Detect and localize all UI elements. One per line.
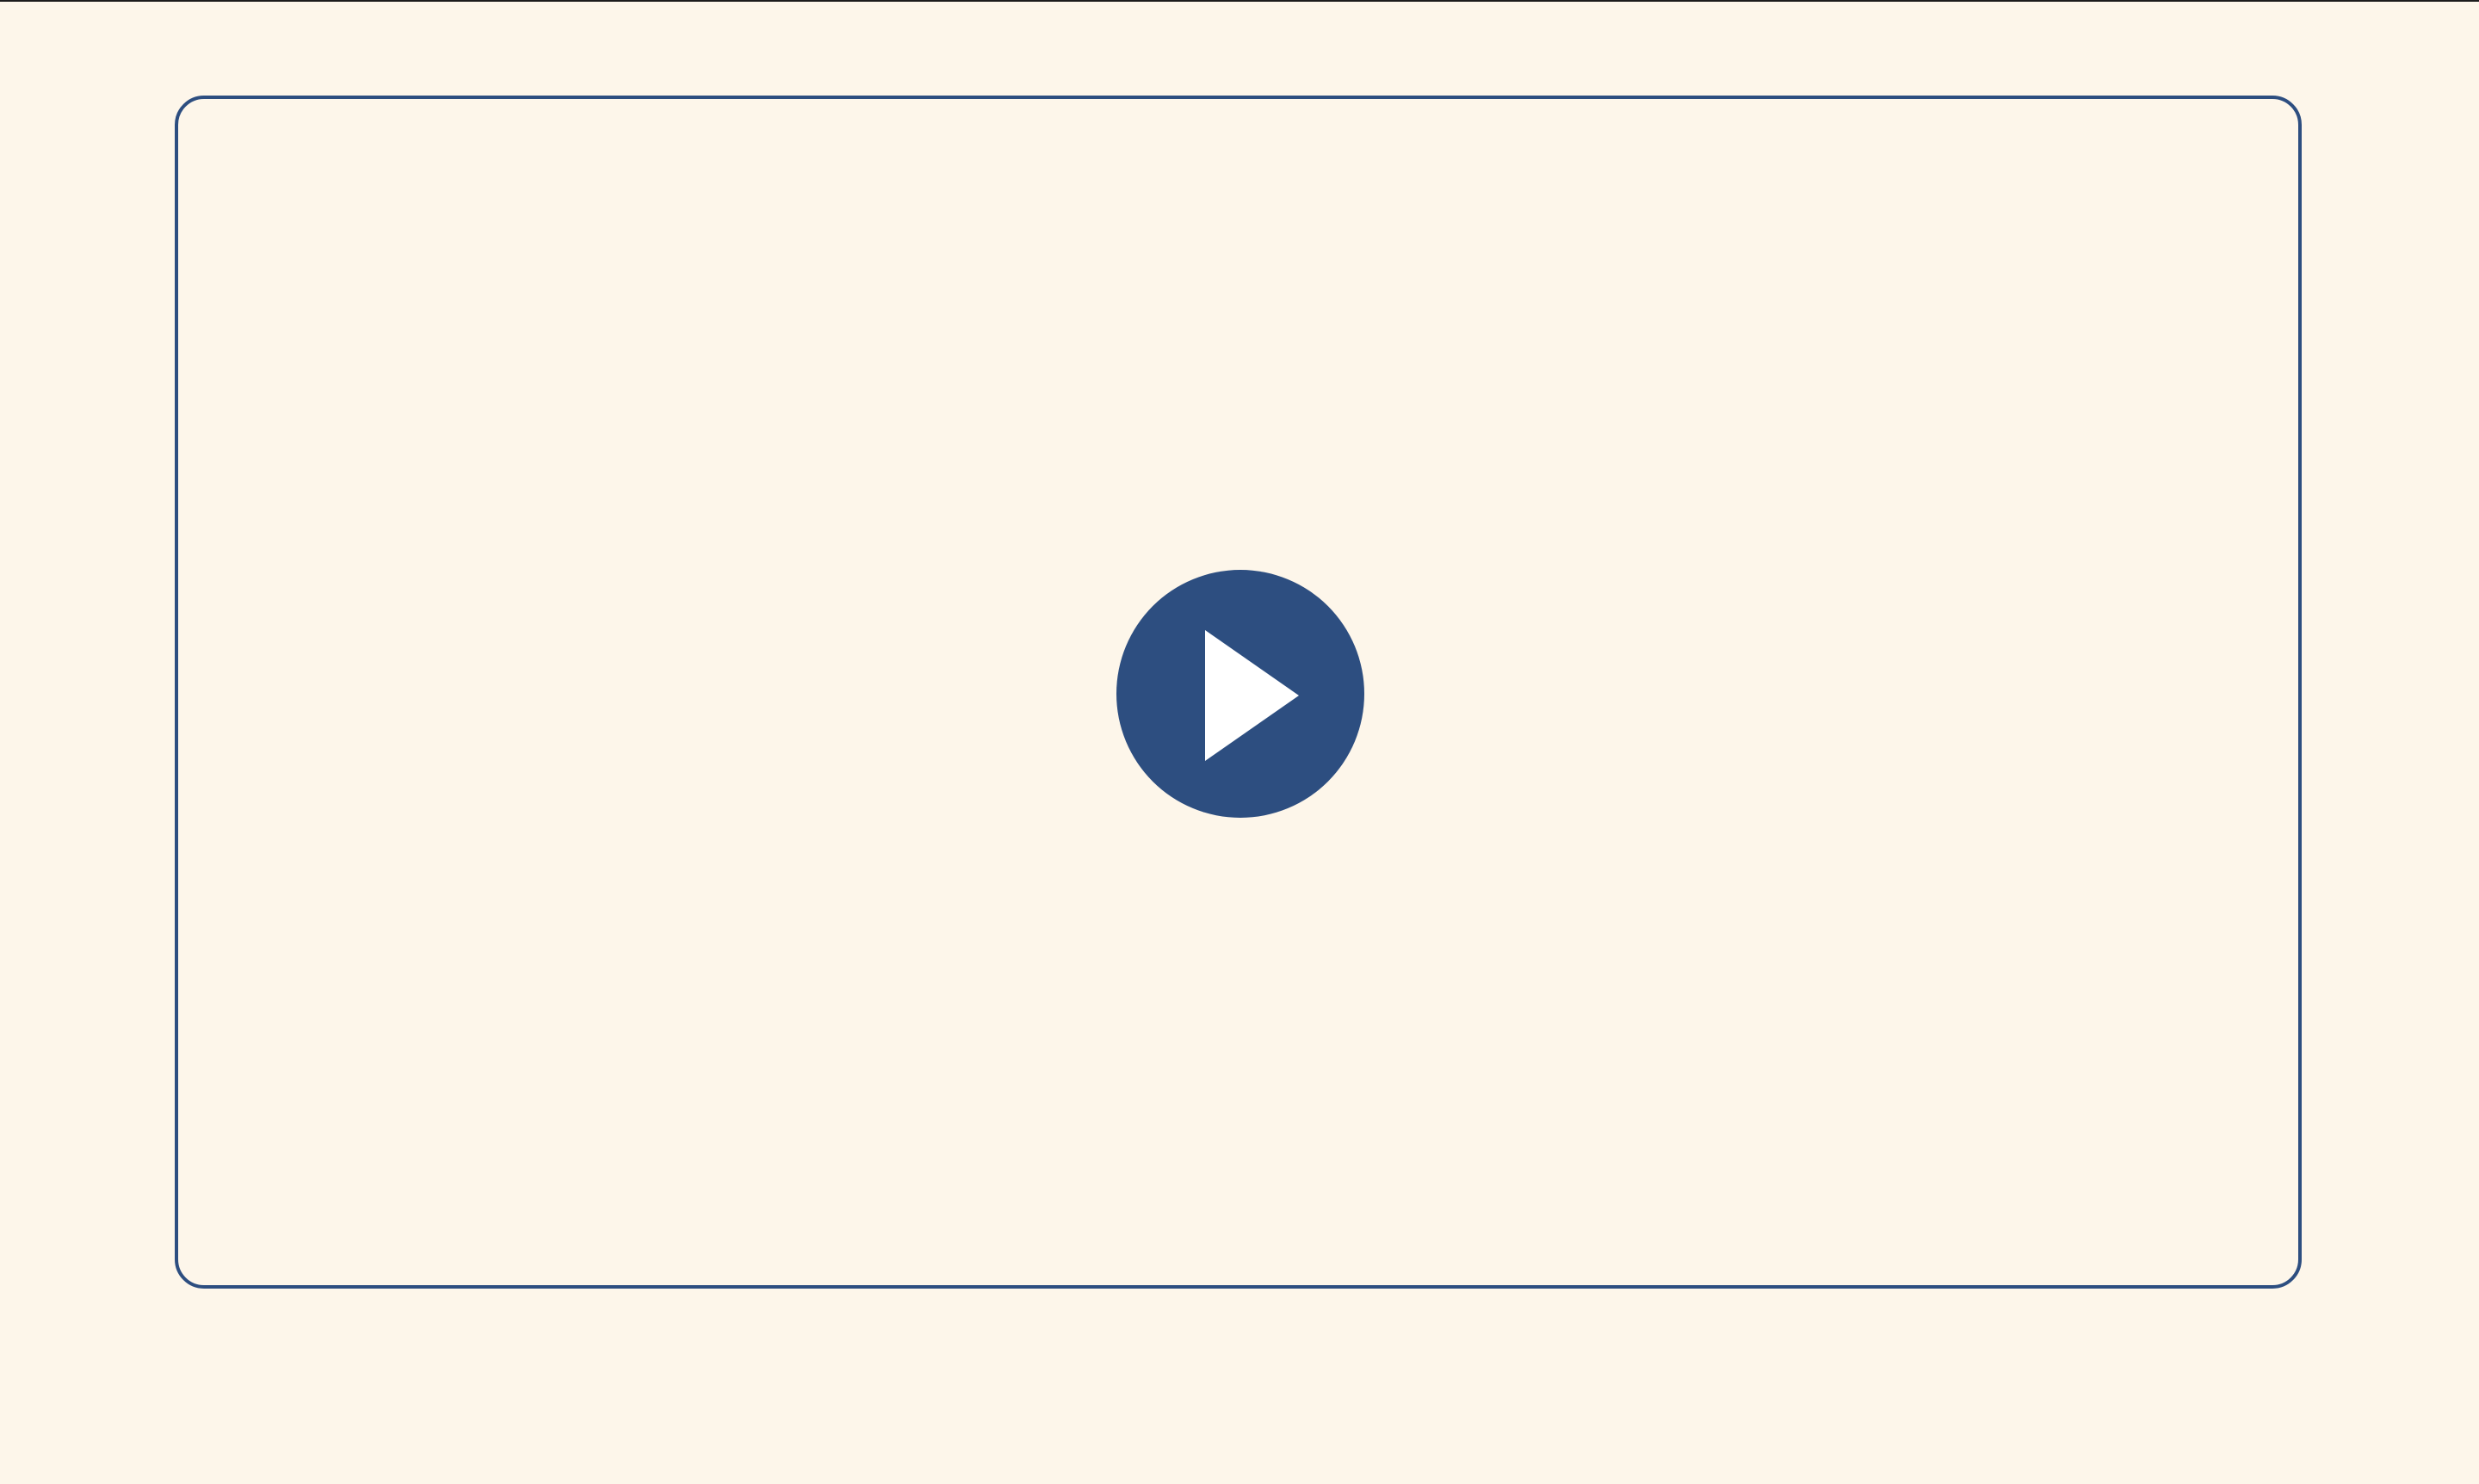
play-icon [1205, 630, 1299, 761]
top-edge-line [0, 0, 2479, 2]
play-button[interactable] [1116, 570, 1364, 818]
